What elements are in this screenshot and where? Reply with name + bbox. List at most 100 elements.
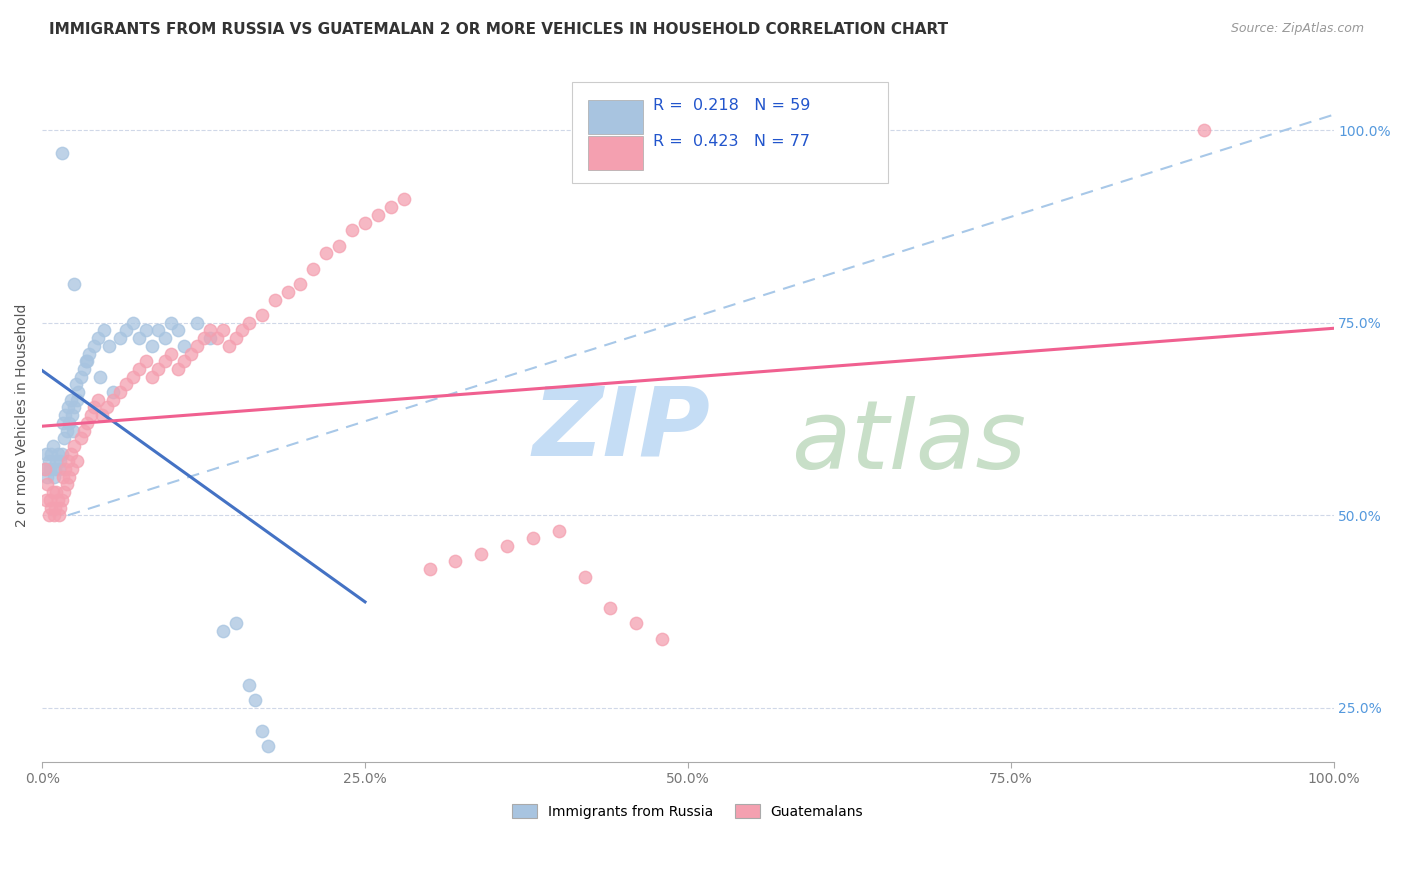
Point	[35, 447, 58, 461]
Point	[45, 454, 67, 468]
Point	[37, 469, 59, 483]
Point	[56, 401, 79, 415]
Text: atlas: atlas	[792, 396, 1026, 490]
Point	[51, 146, 73, 161]
Point	[212, 624, 235, 638]
Point	[66, 454, 89, 468]
FancyBboxPatch shape	[589, 100, 643, 134]
Point	[87, 331, 110, 345]
Point	[141, 339, 163, 353]
Point	[245, 693, 267, 707]
Point	[263, 293, 285, 307]
Point	[44, 500, 66, 515]
Point	[160, 346, 183, 360]
Point	[522, 532, 544, 546]
Legend: Immigrants from Russia, Guatemalans: Immigrants from Russia, Guatemalans	[506, 798, 869, 824]
Point	[238, 678, 260, 692]
Point	[128, 362, 150, 376]
Point	[180, 346, 202, 360]
Point	[218, 339, 240, 353]
Point	[76, 354, 98, 368]
Point	[115, 323, 138, 337]
Point	[55, 424, 77, 438]
Point	[624, 616, 647, 631]
Point	[70, 431, 93, 445]
Point	[65, 377, 87, 392]
Point	[59, 447, 82, 461]
Point	[42, 469, 65, 483]
Point	[186, 339, 208, 353]
Point	[45, 485, 67, 500]
Point	[49, 500, 72, 515]
Point	[153, 331, 176, 345]
Point	[134, 323, 156, 337]
Point	[392, 193, 415, 207]
Point	[231, 323, 253, 337]
Point	[35, 492, 58, 507]
Point	[160, 316, 183, 330]
Point	[547, 524, 569, 538]
Point	[367, 208, 389, 222]
Point	[70, 369, 93, 384]
Point	[134, 354, 156, 368]
Point	[198, 331, 221, 345]
Point	[166, 323, 188, 337]
Point	[238, 316, 260, 330]
Point	[141, 369, 163, 384]
Point	[39, 462, 62, 476]
Point	[173, 354, 195, 368]
Point	[34, 462, 56, 476]
Point	[83, 401, 105, 415]
Text: Source: ZipAtlas.com: Source: ZipAtlas.com	[1230, 22, 1364, 36]
Y-axis label: 2 or more Vehicles in Household: 2 or more Vehicles in Household	[15, 303, 30, 527]
Point	[599, 600, 621, 615]
Point	[108, 331, 131, 345]
Point	[55, 477, 77, 491]
Point	[148, 362, 170, 376]
Point	[53, 485, 76, 500]
Point	[51, 492, 73, 507]
Point	[193, 331, 215, 345]
Point	[277, 285, 299, 299]
Point	[51, 447, 73, 461]
Point	[63, 277, 86, 292]
Point	[315, 246, 337, 260]
Point	[98, 339, 121, 353]
Point	[148, 323, 170, 337]
Point	[39, 492, 62, 507]
Point	[49, 454, 72, 468]
Point	[651, 632, 673, 646]
Point	[290, 277, 312, 292]
Point	[250, 308, 273, 322]
Point	[41, 485, 63, 500]
Point	[225, 616, 247, 631]
Point	[80, 408, 103, 422]
Point	[87, 392, 110, 407]
Point	[121, 316, 143, 330]
Point	[59, 392, 82, 407]
Point	[76, 416, 98, 430]
Point	[58, 416, 80, 430]
Point	[574, 570, 596, 584]
Point	[72, 362, 94, 376]
Point	[419, 562, 441, 576]
Point	[121, 369, 143, 384]
Point	[103, 384, 125, 399]
Point	[173, 339, 195, 353]
Point	[153, 354, 176, 368]
Point	[58, 469, 80, 483]
Point	[205, 331, 228, 345]
Point	[1194, 123, 1216, 137]
Point	[89, 369, 111, 384]
Point	[62, 424, 84, 438]
Point	[103, 392, 125, 407]
Point	[60, 462, 83, 476]
Point	[128, 331, 150, 345]
FancyBboxPatch shape	[572, 82, 889, 183]
Point	[53, 431, 76, 445]
Point	[166, 362, 188, 376]
Point	[34, 462, 56, 476]
Point	[444, 554, 467, 568]
Point	[42, 508, 65, 523]
Point	[48, 508, 70, 523]
